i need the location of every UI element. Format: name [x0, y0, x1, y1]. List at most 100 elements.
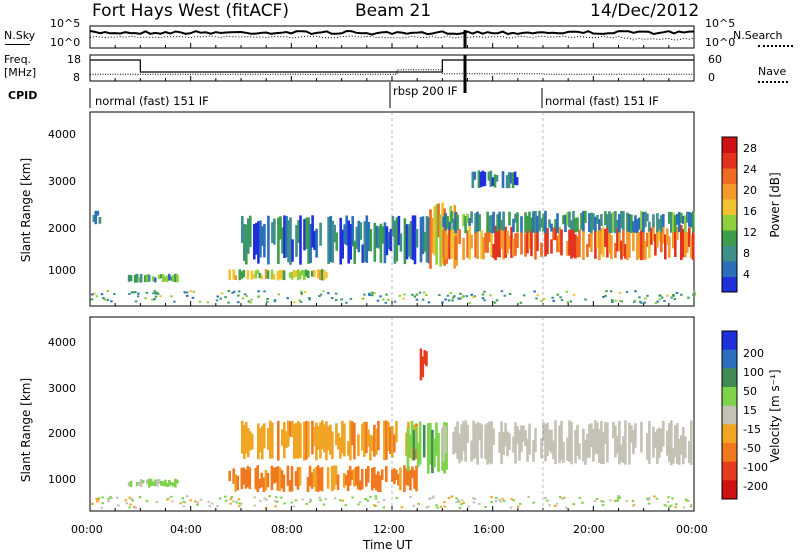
ground-scatter-cell — [215, 299, 219, 302]
ground-scatter-cell — [370, 291, 374, 294]
power-main-band-cell — [576, 236, 579, 258]
ground-scatter-cell — [601, 500, 605, 503]
ground-scatter-cell — [461, 499, 464, 502]
velocity-main-cell — [584, 439, 587, 465]
velocity-main-cell — [470, 440, 473, 462]
ground-scatter-cell — [225, 499, 228, 502]
ground-scatter-cell — [522, 294, 526, 297]
velocity-main-cell — [656, 429, 659, 464]
ground-scatter-cell — [672, 294, 675, 297]
power-main-band-cell — [536, 226, 539, 251]
power-far-echo-cell — [481, 170, 485, 187]
velocity-main-cell — [678, 439, 681, 465]
ground-scatter-cell — [610, 299, 614, 302]
power-upper-band-cell — [534, 211, 537, 233]
ground-scatter-cell — [210, 502, 214, 505]
ground-scatter-cell — [132, 291, 136, 294]
velocity-colorbar-swatch — [722, 424, 737, 444]
power-ionospheric-band-cell — [319, 269, 322, 280]
velocity-main-cell — [512, 436, 515, 453]
ground-scatter-cell — [185, 495, 189, 498]
velocity-band-west-cell — [391, 469, 394, 482]
power-morning-echo-cell — [129, 275, 133, 282]
velocity-main-cell — [670, 420, 673, 466]
ground-scatter-cell — [693, 290, 696, 293]
power-rising-arc-cell — [259, 220, 262, 258]
ground-scatter-cell — [189, 290, 192, 293]
power-ionospheric-band-cell — [323, 270, 326, 281]
power-far-echo-cell — [515, 177, 519, 186]
power-main-band-cell — [594, 227, 597, 259]
power-ionospheric-band-cell — [298, 271, 302, 280]
ground-scatter-cell — [483, 299, 486, 302]
ground-scatter-cell — [322, 503, 326, 506]
power-upper-band-cell — [626, 212, 629, 232]
power-ionospheric-band-cell — [282, 270, 286, 281]
power-main-band-cell — [676, 226, 679, 241]
power-upper-band-cell — [508, 211, 511, 226]
velocity-band-west-cell — [270, 465, 274, 491]
power-upper-band-cell — [466, 213, 469, 223]
power-far-echo-cell — [473, 171, 477, 180]
ground-scatter-cell — [179, 502, 182, 505]
velocity-band-west-cell — [278, 467, 282, 492]
power-colorbar — [722, 137, 737, 293]
velocity-band-west-cell — [262, 477, 266, 493]
ground-scatter-cell — [508, 293, 512, 295]
ground-scatter-cell — [229, 502, 232, 505]
velocity-band-west-cell — [240, 467, 244, 490]
velocity-arc-cell — [387, 421, 390, 451]
velocity-band-west-cell — [358, 480, 362, 491]
power-main-band-cell — [586, 243, 589, 257]
ground-scatter-cell — [569, 300, 573, 303]
ground-scatter-cell — [194, 500, 197, 503]
ground-scatter-cell — [264, 506, 268, 509]
ground-scatter-cell — [644, 297, 647, 300]
velocity-main-cell — [578, 443, 581, 460]
velocity-main-cell — [590, 423, 593, 448]
power-upper-band-cell — [678, 211, 681, 233]
velocity-arc-cell — [259, 428, 262, 453]
power-main-band-cell — [624, 244, 627, 259]
ground-scatter-cell — [425, 506, 428, 509]
ground-scatter-cell — [266, 298, 269, 300]
velocity-band-west-cell — [365, 468, 368, 487]
power-morning-echo-cell — [162, 274, 165, 283]
ground-scatter-cell — [663, 300, 666, 302]
ground-scatter-cell — [299, 300, 303, 303]
velocity-main-cell — [648, 421, 651, 464]
ground-scatter-cell — [640, 301, 643, 304]
power-upper-band-cell — [462, 214, 465, 227]
power-upper-band-cell — [450, 210, 453, 223]
velocity-arc-cell — [349, 420, 352, 461]
power-upper-band-cell — [608, 211, 611, 233]
velocity-band-west-cell — [312, 468, 316, 487]
power-main-band-cell — [660, 225, 663, 253]
power-main-band-cell — [610, 235, 613, 260]
ground-scatter-cell — [447, 299, 451, 302]
velocity-main-cell — [456, 421, 459, 459]
power-rising-arc-cell — [399, 233, 403, 252]
velocity-onset-cell — [437, 432, 440, 472]
power-upper-band-cell — [582, 210, 585, 232]
power-ionospheric-band-cell — [246, 270, 250, 280]
power-main-band-cell — [546, 227, 549, 255]
ground-scatter-cell — [152, 292, 155, 295]
velocity-band-west-cell — [228, 470, 232, 482]
velocity-colorbar-swatch — [722, 387, 737, 407]
ground-scatter-cell — [136, 295, 140, 298]
ground-scatter-cell — [402, 297, 405, 300]
ground-scatter-cell — [559, 296, 562, 299]
power-rising-arc-cell — [379, 223, 383, 263]
velocity-band-west-cell — [258, 478, 262, 489]
ground-scatter-cell — [196, 503, 199, 506]
power-rising-arc-cell — [247, 218, 250, 254]
power-rising-arc-cell — [381, 226, 385, 244]
ground-scatter-cell — [631, 504, 635, 507]
power-ytick-3000: 3000 — [48, 175, 76, 188]
velocity-main-cell — [634, 423, 637, 448]
ground-scatter-cell — [275, 496, 278, 499]
ground-scatter-cell — [137, 292, 140, 295]
ground-scatter-cell — [517, 505, 520, 508]
ground-scatter-cell — [351, 496, 354, 499]
